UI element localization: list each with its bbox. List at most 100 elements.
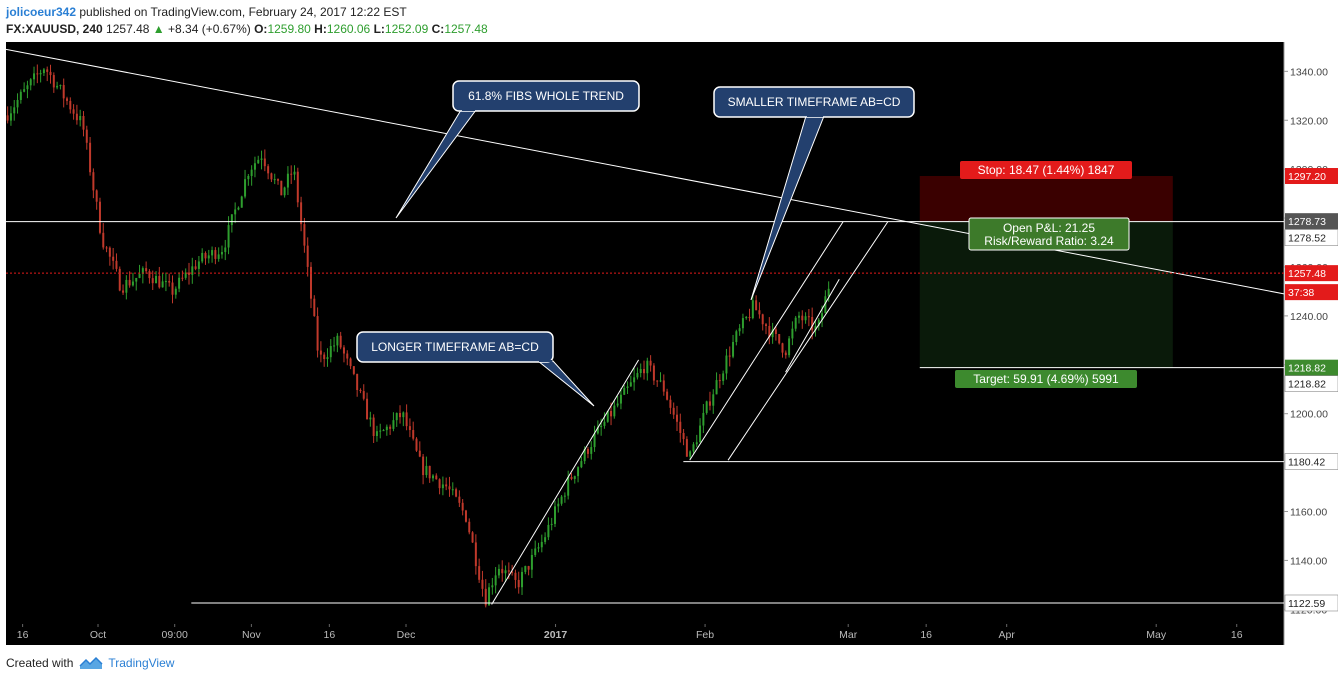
- candle-down: [685, 439, 688, 457]
- candle-up: [553, 506, 556, 524]
- price-badge: [1285, 213, 1338, 230]
- callout-box: [452, 80, 640, 112]
- candle-up: [286, 173, 289, 188]
- candle-up: [135, 277, 138, 282]
- candle-down: [586, 449, 589, 454]
- price-badge: [1284, 453, 1338, 470]
- candle-up: [451, 489, 454, 491]
- y-tick-label: 1340.00: [1290, 66, 1328, 78]
- candle-up: [573, 476, 576, 479]
- candle-down: [300, 202, 303, 225]
- tradingview-link[interactable]: TradingView: [79, 655, 174, 671]
- published-text: published on TradingView.com, February 2…: [79, 5, 407, 19]
- candle-down: [263, 158, 266, 167]
- candle-down: [85, 129, 88, 143]
- chart-area[interactable]: 1120.001140.001160.001180.001200.001220.…: [6, 42, 1338, 645]
- candle-up: [138, 273, 141, 278]
- candle-up: [596, 427, 599, 434]
- candle-up: [79, 116, 82, 121]
- candle-up: [260, 158, 263, 160]
- candle-down: [89, 142, 92, 173]
- candle-down: [527, 566, 530, 570]
- candle-up: [534, 548, 537, 555]
- candle-up: [326, 357, 329, 360]
- candle-up: [626, 386, 629, 388]
- candle-up: [224, 247, 227, 253]
- x-tick-label: Mar: [839, 629, 858, 641]
- candle-down: [778, 334, 781, 344]
- candle-up: [379, 430, 382, 432]
- candle-down: [428, 465, 431, 479]
- candle-up: [636, 373, 639, 378]
- candle-down: [151, 278, 154, 284]
- candle-up: [273, 179, 276, 181]
- x-tick-label: 16: [17, 629, 29, 641]
- candle-down: [781, 343, 784, 353]
- candle-up: [382, 430, 385, 432]
- candle-up: [804, 316, 807, 321]
- candle-up: [217, 254, 220, 259]
- candle-down: [102, 232, 105, 248]
- candle-up: [244, 179, 247, 197]
- candle-up: [23, 89, 26, 92]
- high-value: 1260.06: [326, 22, 371, 36]
- candle-down: [765, 324, 768, 327]
- price-badge: [1285, 359, 1338, 376]
- candle-down: [105, 247, 108, 249]
- candle-down: [811, 316, 814, 331]
- open-value: 1259.80: [267, 22, 311, 36]
- candle-up: [521, 571, 524, 588]
- price-badge-label: 1257.48: [1288, 268, 1326, 280]
- candle-up: [293, 171, 296, 175]
- longer-abcd-line: [491, 359, 640, 605]
- candle-up: [583, 449, 586, 462]
- candle-up: [751, 300, 754, 319]
- candle-up: [39, 73, 42, 75]
- candle-up: [141, 268, 144, 274]
- candle-down: [474, 542, 477, 567]
- x-tick-label: 2017: [544, 629, 568, 641]
- y-tick-label: 1140.00: [1290, 555, 1327, 567]
- candle-down: [418, 450, 421, 457]
- price-chart[interactable]: 1120.001140.001160.001180.001200.001220.…: [6, 42, 1338, 645]
- candle-up: [155, 275, 158, 284]
- candle-down: [435, 475, 438, 480]
- last-price: 1257.48: [106, 22, 150, 36]
- candle-down: [352, 366, 355, 374]
- x-tick-label: Nov: [242, 629, 261, 641]
- candle-down: [461, 502, 464, 511]
- candle-down: [69, 100, 72, 110]
- candle-down: [122, 290, 125, 293]
- candle-up: [814, 325, 817, 331]
- candle-up: [240, 196, 243, 208]
- symbol-name: FX:XAUUSD, 240: [6, 22, 103, 36]
- high-label: H:: [314, 22, 327, 36]
- candle-up: [639, 369, 642, 374]
- author-link[interactable]: jolicoeur342: [6, 5, 77, 19]
- candle-up: [732, 341, 735, 357]
- candle-down: [158, 275, 161, 288]
- candle-up: [201, 252, 204, 262]
- candle-down: [303, 224, 306, 246]
- symbol-info-line: FX:XAUUSD, 240 1257.48 ▲ +8.34 (+0.67%) …: [6, 21, 488, 38]
- candle-up: [441, 484, 444, 489]
- candle-up: [56, 85, 59, 88]
- x-tick-label: Apr: [999, 629, 1016, 641]
- target-label: Target: 59.91 (4.69%) 5991: [973, 372, 1119, 386]
- candle-up: [745, 316, 748, 319]
- candle-up: [283, 187, 286, 196]
- candle-down: [481, 579, 484, 589]
- candle-up: [646, 360, 649, 374]
- x-tick-label: Feb: [696, 629, 714, 641]
- close-value: 1257.48: [444, 22, 488, 36]
- candle-up: [824, 296, 827, 314]
- candle-up: [497, 568, 500, 576]
- descending-trendline: [6, 48, 1285, 295]
- candle-down: [366, 398, 369, 420]
- candle-up: [530, 554, 533, 570]
- candle-down: [349, 358, 352, 367]
- candle-down: [755, 300, 758, 311]
- candle-down: [339, 335, 342, 348]
- candle-up: [794, 317, 797, 329]
- candle-down: [171, 282, 174, 295]
